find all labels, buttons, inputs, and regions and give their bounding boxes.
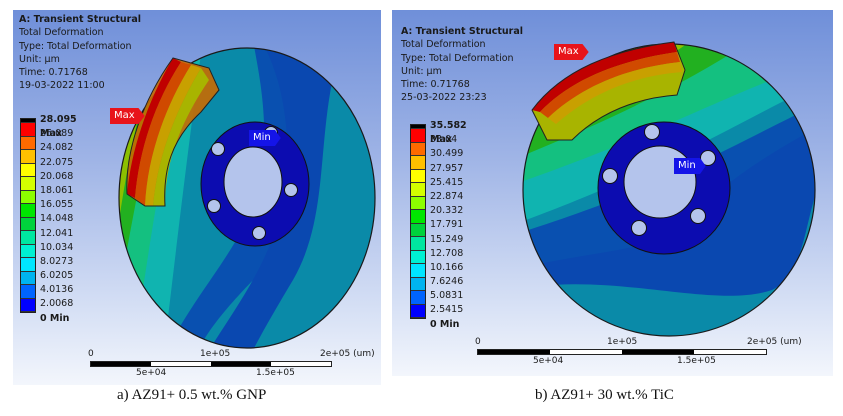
legend-swatch <box>21 204 35 218</box>
legend-label-min: 0 Min <box>40 312 70 324</box>
brake-disc-contour-a <box>118 47 376 349</box>
legend-swatch <box>411 129 425 143</box>
legend-swatch <box>411 223 425 237</box>
legend-swatch <box>411 237 425 251</box>
legend-label: 16.055 <box>40 199 74 211</box>
legend-label: 12.708 <box>430 247 464 259</box>
result-info-a: A: Transient Structural Total Deformatio… <box>19 13 141 93</box>
caption-b: b) AZ91+ 30 wt.% TiC <box>535 387 674 403</box>
legend-label: 2.5415 <box>430 304 464 316</box>
scale-tick-5e4: 5e+04 <box>533 356 564 366</box>
legend-swatch <box>21 285 35 299</box>
result-time: Time: 0.71768 <box>19 67 88 79</box>
legend-label: 27.957 <box>430 162 464 174</box>
result-viewport-b[interactable]: A: Transient Structural Total Deformatio… <box>392 10 833 376</box>
legend-colorbar <box>410 124 426 319</box>
caption-a: a) AZ91+ 0.5 wt.% GNP <box>117 387 267 403</box>
legend-label-max: 28.095 Max <box>40 114 77 139</box>
scale-tick-1.5e5: 1.5e+05 <box>256 368 295 378</box>
result-timestamp: 25-03-2022 23:23 <box>401 92 487 104</box>
legend-label: 14.048 <box>40 213 74 225</box>
legend-swatch <box>411 291 425 305</box>
legend-label: 5.0831 <box>430 290 464 302</box>
legend-label-max: 35.582 Max <box>430 120 467 145</box>
legend-label: 8.0273 <box>40 255 74 267</box>
result-unit: Unit: µm <box>401 65 442 77</box>
max-probe-tag[interactable]: Max <box>554 44 589 60</box>
legend-swatch <box>411 156 425 170</box>
scale-tick-2e5: 2e+05 (um) <box>747 337 802 347</box>
legend-label: 2.0068 <box>40 298 74 310</box>
scale-tick-0: 0 <box>475 337 481 347</box>
legend-label: 20.332 <box>430 205 464 217</box>
legend-label: 26.089 <box>40 128 74 140</box>
legend-label: 10.166 <box>430 261 464 273</box>
legend-label: 17.791 <box>430 219 464 231</box>
legend-swatch <box>21 258 35 272</box>
result-unit: Unit: µm <box>19 53 60 65</box>
legend-swatch <box>411 264 425 278</box>
legend-label: 30.499 <box>430 148 464 160</box>
max-probe-tag[interactable]: Max <box>110 108 145 124</box>
legend-swatch <box>21 231 35 245</box>
result-info-b: A: Transient Structural Total Deformatio… <box>401 25 523 105</box>
scale-tick-1e5: 1e+05 <box>607 337 638 347</box>
legend-label: 25.415 <box>430 176 464 188</box>
legend-swatch <box>411 277 425 291</box>
legend-swatch <box>21 190 35 204</box>
legend-swatch <box>21 244 35 258</box>
result-type: Type: Total Deformation <box>401 52 514 64</box>
result-type: Type: Total Deformation <box>19 40 132 52</box>
legend-swatch <box>411 142 425 156</box>
scale-tick-2e5: 2e+05 (um) <box>320 349 375 359</box>
min-probe-tag[interactable]: Min <box>249 130 281 146</box>
result-timestamp: 19-03-2022 11:00 <box>19 80 105 92</box>
scale-tick-1.5e5: 1.5e+05 <box>677 356 716 366</box>
legend-label: 12.041 <box>40 227 74 239</box>
result-name: Total Deformation <box>19 27 104 39</box>
legend-swatch <box>21 298 35 312</box>
analysis-title: A: Transient Structural <box>19 14 142 25</box>
legend-label: 24.082 <box>40 142 74 154</box>
result-name: Total Deformation <box>401 39 486 51</box>
legend-swatch <box>411 250 425 264</box>
legend-swatch <box>411 210 425 224</box>
analysis-title: A: Transient Structural <box>401 26 524 37</box>
scale-tick-5e4: 5e+04 <box>136 368 167 378</box>
legend-colorbar <box>20 118 36 313</box>
brake-disc-contour-b <box>522 41 816 337</box>
legend-swatch <box>411 169 425 183</box>
legend-swatch <box>21 150 35 164</box>
legend-label: 22.075 <box>40 156 74 168</box>
legend-label: 33.04 <box>430 134 458 146</box>
result-viewport-a[interactable]: A: Transient Structural Total Deformatio… <box>13 10 381 385</box>
legend-label: 4.0136 <box>40 284 74 296</box>
legend-label: 10.034 <box>40 241 74 253</box>
result-time: Time: 0.71768 <box>401 79 470 91</box>
legend-label: 6.0205 <box>40 270 74 282</box>
scale-bar <box>90 361 332 367</box>
legend-swatch <box>411 183 425 197</box>
legend-label-min: 0 Min <box>430 318 460 330</box>
legend-label: 7.6246 <box>430 276 464 288</box>
legend-swatch <box>411 196 425 210</box>
legend-swatch <box>21 123 35 137</box>
legend-label: 20.068 <box>40 170 74 182</box>
legend-label: 15.249 <box>430 233 464 245</box>
legend-label: 18.061 <box>40 184 74 196</box>
legend-swatch <box>21 136 35 150</box>
legend-swatch <box>21 163 35 177</box>
legend-label: 22.874 <box>430 190 464 202</box>
min-probe-tag[interactable]: Min <box>674 158 706 174</box>
legend-swatch <box>21 177 35 191</box>
scale-tick-1e5: 1e+05 <box>200 349 231 359</box>
legend-swatch <box>21 217 35 231</box>
legend-swatch <box>411 304 425 318</box>
scale-bar <box>477 349 767 355</box>
scale-tick-0: 0 <box>88 349 94 359</box>
legend-swatch <box>21 271 35 285</box>
